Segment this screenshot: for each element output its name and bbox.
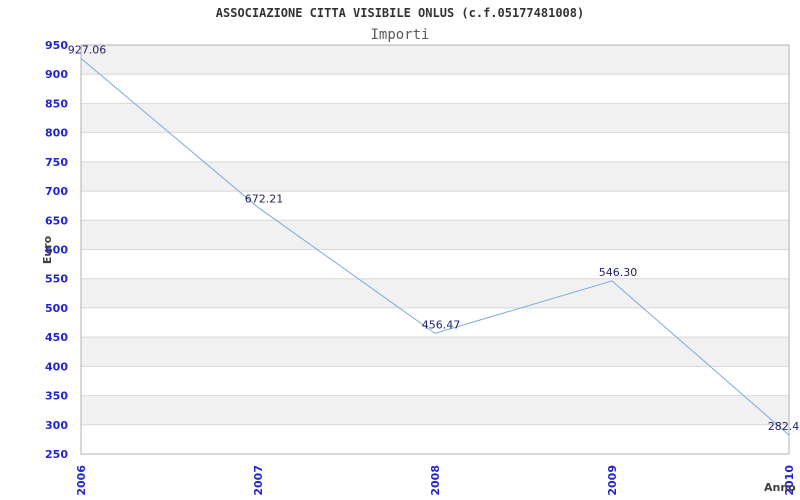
y-tick-label: 650	[45, 214, 68, 227]
y-tick-label: 300	[45, 419, 68, 432]
y-tick-label: 450	[45, 331, 68, 344]
value-label: 282.40	[768, 420, 800, 433]
plot-band	[81, 395, 789, 425]
y-tick-label: 600	[45, 244, 68, 257]
value-label: 672.21	[245, 192, 284, 205]
y-tick-label: 250	[45, 448, 68, 461]
x-tick-label: 2010	[783, 465, 796, 496]
value-label: 456.47	[422, 318, 461, 331]
x-tick-label: 2008	[429, 465, 442, 496]
value-label: 927.06	[68, 43, 107, 56]
y-tick-label: 850	[45, 97, 68, 110]
data-line	[80, 58, 790, 436]
y-tick-label: 900	[45, 68, 68, 81]
plot-band	[81, 220, 789, 250]
x-tick-label: 2006	[75, 465, 88, 496]
y-tick-label: 800	[45, 127, 68, 140]
y-axis-title: Euro	[41, 235, 54, 264]
y-tick-label: 700	[45, 185, 68, 198]
y-tick-label: 950	[45, 39, 68, 52]
plot-border	[80, 44, 790, 455]
plot-band	[81, 45, 789, 75]
plot-band	[81, 161, 789, 192]
x-tick-label: 2009	[606, 465, 619, 496]
plot-band	[81, 278, 789, 308]
plot-area: 950 900 850 800 750 700 650 600 550 500 450 400 350 3…	[45, 39, 800, 496]
y-tick-label: 400	[45, 360, 68, 373]
y-tick-label: 750	[45, 156, 68, 169]
plot-band	[81, 103, 789, 133]
chart-subtitle: Importi	[370, 27, 429, 43]
y-tick-label: 500	[45, 302, 68, 315]
x-tick-label: 2007	[252, 465, 265, 496]
value-label: 546.30	[599, 266, 638, 279]
chart-title: ASSOCIAZIONE CITTA VISIBILE ONLUS (c.f.0…	[216, 6, 584, 20]
plot-band	[81, 337, 789, 367]
x-axis-title: Anno	[764, 481, 796, 494]
y-tick-label: 350	[45, 390, 68, 403]
y-tick-label: 550	[45, 273, 68, 286]
